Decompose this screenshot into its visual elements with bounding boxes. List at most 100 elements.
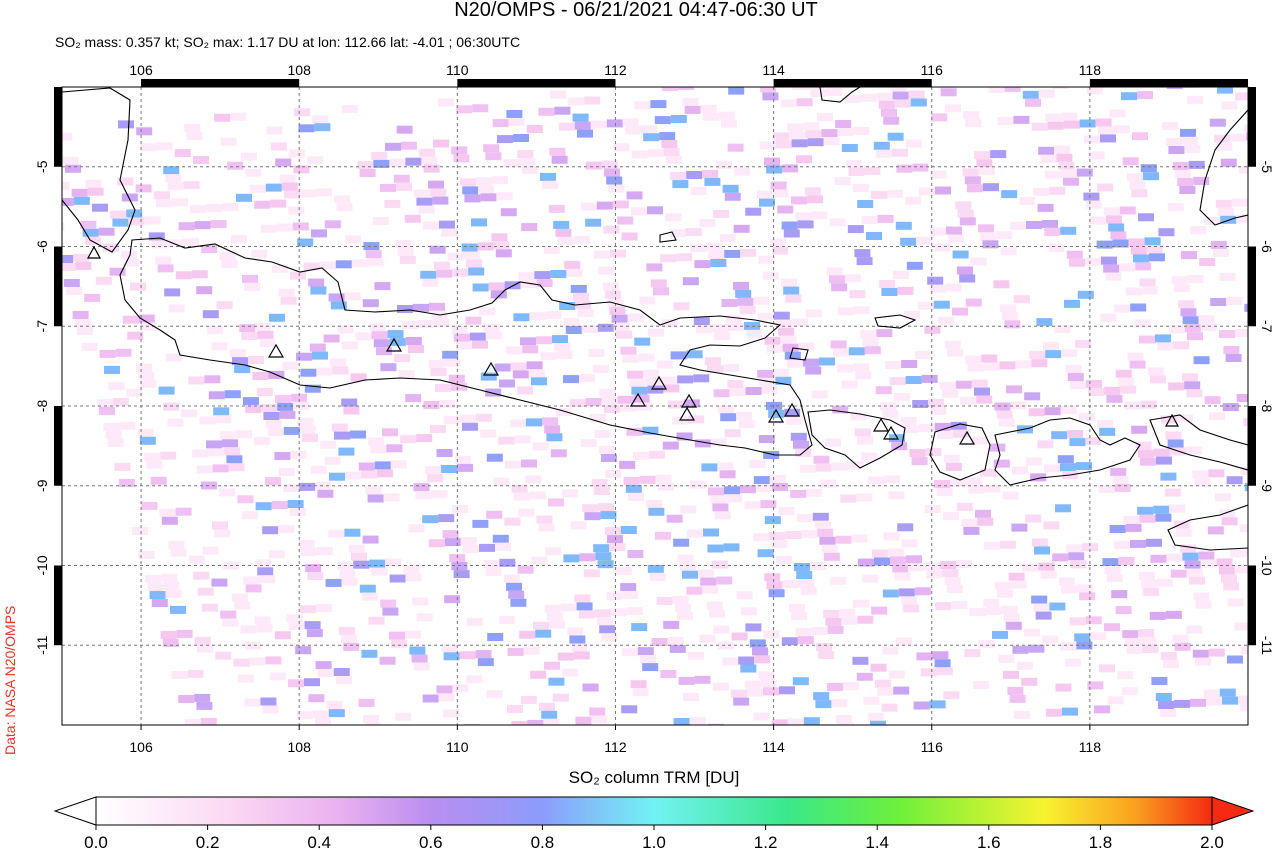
so2-pixel (330, 358, 347, 367)
so2-pixel (1069, 258, 1085, 267)
x-tick-label: 108 (288, 62, 312, 78)
so2-pixel (442, 530, 459, 539)
so2-pixel (1187, 95, 1204, 104)
so2-pixel (380, 183, 396, 192)
so2-pixel (210, 220, 227, 228)
so2-pixel (580, 202, 597, 211)
x-tick-label: 110 (446, 62, 469, 78)
so2-pixel (278, 525, 295, 534)
so2-pixel (1028, 644, 1045, 653)
so2-pixel (1044, 464, 1060, 473)
so2-pixel (854, 428, 871, 437)
so2-pixel (472, 283, 489, 292)
colorbar-tick-label: 0.8 (531, 833, 555, 852)
so2-pixel (642, 426, 659, 435)
so2-pixel (62, 132, 73, 141)
so2-pixel (967, 363, 984, 372)
so2-pixel (693, 374, 710, 383)
so2-pixel (999, 540, 1016, 549)
so2-pixel (430, 188, 447, 197)
so2-pixel (568, 750, 584, 758)
so2-pixel (498, 436, 515, 445)
so2-pixel (412, 597, 429, 606)
so2-pixel (95, 276, 112, 285)
so2-pixel (757, 549, 774, 558)
so2-pixel (324, 750, 340, 758)
so2-pixel (399, 255, 416, 264)
so2-pixel (1181, 251, 1197, 260)
so2-pixel (409, 646, 426, 655)
so2-pixel (256, 388, 273, 396)
so2-pixel (527, 719, 544, 725)
so2-pixel (310, 465, 327, 474)
so2-pixel (672, 595, 689, 604)
so2-pixel (380, 363, 397, 372)
so2-pixel (206, 440, 222, 449)
so2-pixel (224, 447, 241, 456)
so2-pixel (650, 572, 666, 581)
so2-pixel (1127, 173, 1143, 182)
so2-pixel (963, 111, 980, 120)
so2-pixel (404, 214, 421, 223)
so2-pixel (382, 607, 399, 616)
so2-pixel (531, 377, 547, 386)
so2-pixel (178, 222, 195, 231)
so2-pixel (362, 535, 379, 544)
so2-pixel (476, 177, 492, 186)
so2-pixel (916, 236, 933, 245)
so2-pixel (521, 223, 538, 232)
so2-pixel (457, 463, 473, 472)
so2-pixel (276, 223, 293, 232)
so2-pixel (155, 256, 172, 265)
so2-pixel (1175, 170, 1191, 178)
so2-pixel (1077, 290, 1094, 299)
so2-pixel (341, 398, 358, 407)
so2-pixel (193, 571, 210, 580)
so2-pixel (519, 630, 536, 639)
so2-pixel (488, 282, 505, 291)
so2-pixel (1031, 122, 1048, 131)
y-tick-label: -5 (1259, 161, 1272, 174)
so2-pixel (229, 349, 246, 358)
so2-pixel (219, 431, 236, 440)
so2-pixel (579, 374, 595, 382)
so2-pixel (1034, 546, 1050, 555)
so2-pixel (1161, 122, 1178, 130)
so2-pixel (85, 179, 102, 188)
so2-pixel (192, 449, 209, 458)
so2-pixel (245, 168, 262, 177)
so2-pixel (1010, 401, 1027, 410)
so2-pixel (769, 532, 786, 541)
so2-pixel (333, 668, 350, 676)
so2-pixel (1193, 176, 1210, 185)
so2-pixel (1235, 328, 1248, 337)
so2-pixel (1204, 216, 1221, 225)
so2-pixel (1066, 250, 1083, 259)
so2-pixel (1193, 356, 1210, 365)
so2-pixel (642, 663, 659, 672)
so2-pixel (667, 636, 684, 645)
so2-pixel (405, 337, 422, 345)
so2-pixel (914, 587, 931, 596)
so2-pixel (1064, 299, 1080, 308)
so2-pixel (740, 485, 756, 494)
so2-pixel (601, 160, 618, 169)
so2-pixel (753, 296, 770, 305)
so2-pixel (1000, 247, 1017, 256)
so2-pixel (1038, 89, 1055, 98)
colorbar-over (1211, 796, 1255, 826)
so2-pixel (543, 718, 560, 725)
so2-pixel (80, 220, 97, 229)
so2-pixel (528, 369, 545, 378)
so2-pixel (787, 359, 803, 368)
so2-pixel (1108, 223, 1125, 232)
so2-pixel (548, 677, 565, 686)
so2-pixel (237, 495, 254, 504)
so2-pixel (232, 357, 248, 366)
so2-pixels (62, 87, 1248, 758)
so2-pixel (328, 293, 345, 302)
so2-pixel (935, 602, 952, 611)
so2-pixel (62, 156, 79, 165)
so2-pixel (967, 184, 983, 193)
so2-pixel (1002, 312, 1019, 321)
